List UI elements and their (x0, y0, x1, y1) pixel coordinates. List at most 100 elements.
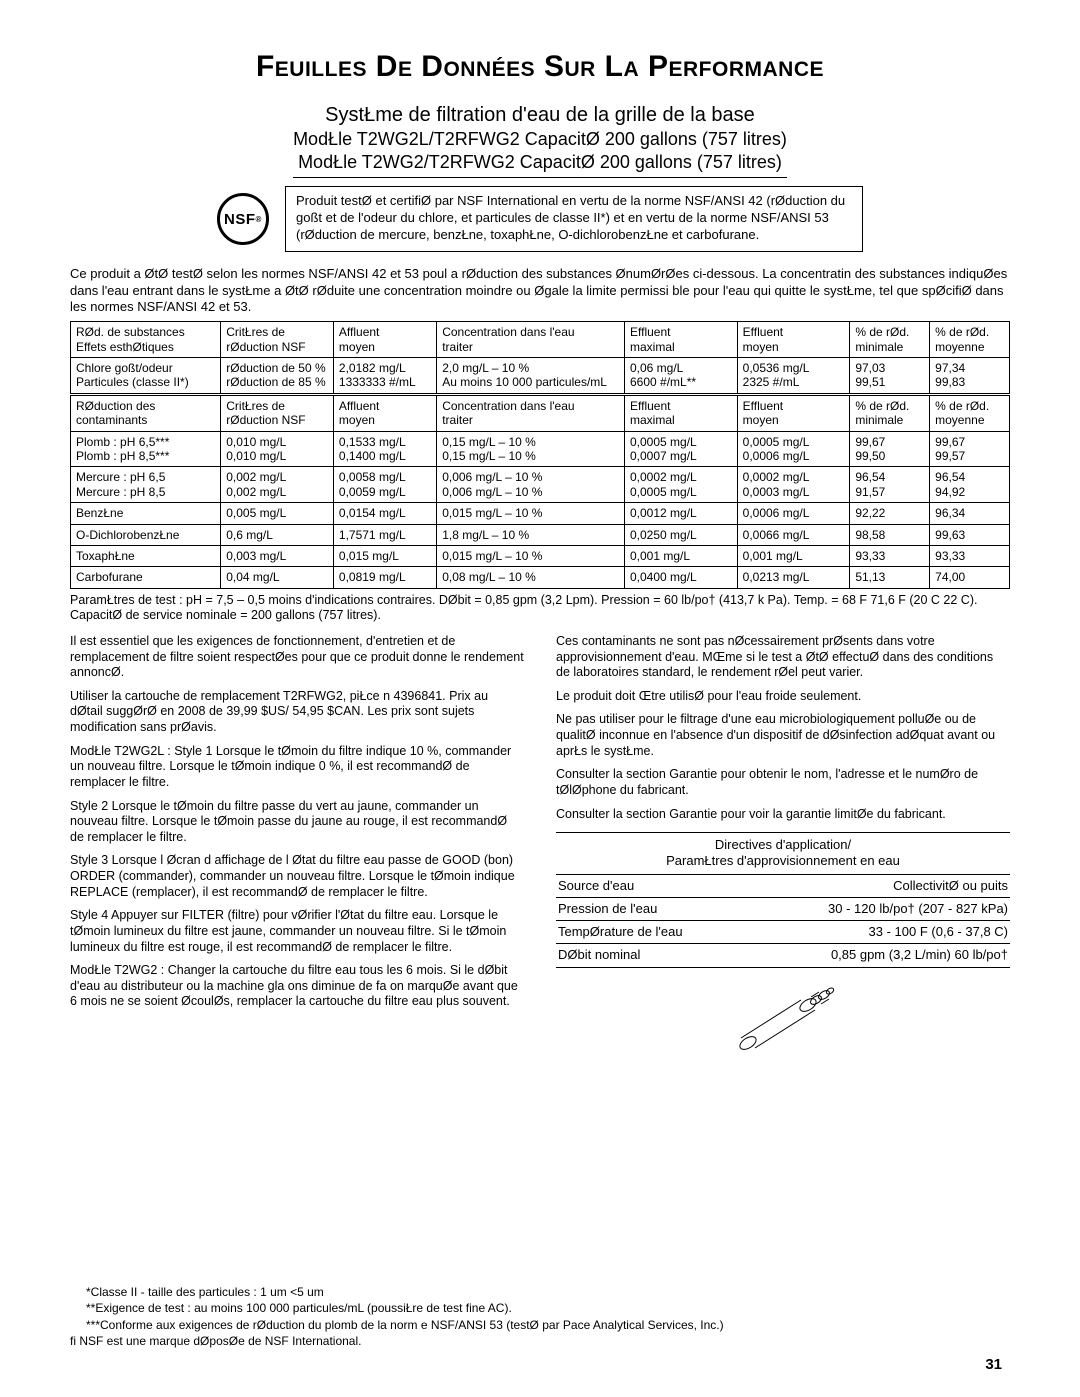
column-header: RØduction des contaminants (71, 395, 221, 431)
left-column: Il est essentiel que les exigences de fo… (70, 634, 524, 1068)
app-cell: CollectivitØ ou puits (743, 875, 1010, 898)
table-cell: 0,0066 mg/L (737, 524, 850, 545)
app-row: TempØrature de l'eau33 - 100 F (0,6 - 37… (556, 921, 1010, 944)
table-cell: 0,15 mg/L – 10 % 0,15 mg/L – 10 % (437, 431, 625, 467)
table-row: O-DichlorobenzŁne0,6 mg/L1,7571 mg/L1,8 … (71, 524, 1010, 545)
table-cell: 0,005 mg/L (221, 503, 334, 524)
table-cell: 0,0400 mg/L (624, 567, 737, 588)
table-cell: 0,0002 mg/L 0,0005 mg/L (624, 467, 737, 503)
table-cell: 0,0012 mg/L (624, 503, 737, 524)
table-cell: 0,0250 mg/L (624, 524, 737, 545)
table-cell: 99,63 (930, 524, 1010, 545)
table-cell: 96,34 (930, 503, 1010, 524)
column-header: % de rØd. moyenne (930, 395, 1010, 431)
table-cell: Mercure : pH 6,5 Mercure : pH 8,5 (71, 467, 221, 503)
column-header: % de rØd. minimale (850, 395, 930, 431)
app-cell: 0,85 gpm (3,2 L/min) 60 lb/po† (743, 944, 1010, 967)
table-cell: 0,06 mg/L 6600 #/mL** (624, 357, 737, 393)
paragraph: Style 4 Appuyer sur FILTER (filtre) pour… (70, 908, 524, 955)
column-header: Affluent moyen (333, 322, 436, 358)
page-number: 31 (985, 1356, 1002, 1373)
table-cell: 0,002 mg/L 0,002 mg/L (221, 467, 334, 503)
table-cell: 99,67 99,57 (930, 431, 1010, 467)
app-row: Source d'eauCollectivitØ ou puits (556, 875, 1010, 898)
table-cell: 0,08 mg/L – 10 % (437, 567, 625, 588)
right-column: Ces contaminants ne sont pas nØcessairem… (556, 634, 1010, 1068)
page-container: Feuilles De Données Sur La Performance S… (0, 0, 1080, 1397)
column-header: Affluent moyen (333, 395, 436, 431)
table-cell: 0,6 mg/L (221, 524, 334, 545)
column-header: Concentration dans l'eau traiter (437, 322, 625, 358)
column-header: Effluent maximal (624, 395, 737, 431)
table-cell: 0,0002 mg/L 0,0003 mg/L (737, 467, 850, 503)
column-header: Effluent moyen (737, 395, 850, 431)
table-cell: 0,015 mg/L – 10 % (437, 503, 625, 524)
table-cell: 99,67 99,50 (850, 431, 930, 467)
table-cell: 0,1533 mg/L 0,1400 mg/L (333, 431, 436, 467)
column-header: CritŁres de rØduction NSF (221, 395, 334, 431)
app-cell: 33 - 100 F (0,6 - 37,8 C) (743, 921, 1010, 944)
table-cell: 96,54 91,57 (850, 467, 930, 503)
table-row: Plomb : pH 6,5*** Plomb : pH 8,5***0,010… (71, 431, 1010, 467)
table-cell: 0,001 mg/L (624, 545, 737, 566)
table-cell: 0,0005 mg/L 0,0006 mg/L (737, 431, 850, 467)
app-cell: Pression de l'eau (556, 897, 743, 920)
certification-text: Produit testØ et certifiØ par NSF Intern… (285, 186, 863, 253)
certification-row: NSF® Produit testØ et certifiØ par NSF I… (70, 186, 1010, 253)
table-cell: rØduction de 50 % rØduction de 85 % (221, 357, 334, 393)
nsf-logo-text: NSF (224, 211, 256, 228)
paragraph: Style 2 Lorsque le tØmoin du filtre pass… (70, 799, 524, 846)
footnote-2: **Exigence de test : au moins 100 000 pa… (94, 1300, 1010, 1316)
table-cell: 0,006 mg/L – 10 % 0,006 mg/L – 10 % (437, 467, 625, 503)
paragraph: Ces contaminants ne sont pas nØcessairem… (556, 634, 1010, 681)
paragraph: ModŁle T2WG2L : Style 1 Lorsque le tØmoi… (70, 744, 524, 791)
table-cell: 0,0005 mg/L 0,0007 mg/L (624, 431, 737, 467)
table-cell: 0,010 mg/L 0,010 mg/L (221, 431, 334, 467)
footnote-3: ***Conforme aux exigences de rØduction d… (94, 1317, 1010, 1333)
table-cell: 0,0154 mg/L (333, 503, 436, 524)
app-cell: TempØrature de l'eau (556, 921, 743, 944)
two-column-section: Il est essentiel que les exigences de fo… (70, 634, 1010, 1068)
table-cell: 2,0182 mg/L 1333333 #/mL (333, 357, 436, 393)
app-cell: 30 - 120 lb/po† (207 - 827 kPa) (743, 897, 1010, 920)
column-header: Effluent maximal (624, 322, 737, 358)
table-cell: 51,13 (850, 567, 930, 588)
intro-paragraph: Ce produit a ØtØ testØ selon les normes … (70, 266, 1010, 315)
column-header: % de rØd. minimale (850, 322, 930, 358)
table-cell: 0,001 mg/L (737, 545, 850, 566)
table-cell: 0,0006 mg/L (737, 503, 850, 524)
table-cell: 0,0213 mg/L (737, 567, 850, 588)
table-cell: 96,54 94,92 (930, 467, 1010, 503)
table-cell: 0,0536 mg/L 2325 #/mL (737, 357, 850, 393)
table-row: Mercure : pH 6,5 Mercure : pH 8,50,002 m… (71, 467, 1010, 503)
subtitle-line-1: SystŁme de filtration d'eau de la grille… (70, 102, 1010, 128)
application-header: Directives d'application/ ParamŁtres d'a… (556, 832, 1010, 875)
paragraph: Utiliser la cartouche de remplacement T2… (70, 689, 524, 736)
app-row: DØbit nominal0,85 gpm (3,2 L/min) 60 lb/… (556, 944, 1010, 967)
column-header: RØd. de substances Effets esthØtiques (71, 322, 221, 358)
app-header-line1: Directives d'application/ ParamŁtres d'a… (666, 837, 900, 868)
table-cell: 0,0058 mg/L 0,0059 mg/L (333, 467, 436, 503)
table-row: Carbofurane0,04 mg/L0,0819 mg/L0,08 mg/L… (71, 567, 1010, 588)
table-cell: 97,34 99,83 (930, 357, 1010, 393)
app-cell: Source d'eau (556, 875, 743, 898)
paragraph: Ne pas utiliser pour le filtrage d'une e… (556, 712, 1010, 759)
filter-cartridge-icon (723, 978, 843, 1068)
column-header: Concentration dans l'eau traiter (437, 395, 625, 431)
footnote-4: fi NSF est une marque dØposØe de NSF Int… (70, 1333, 1010, 1349)
subtitle-block: SystŁme de filtration d'eau de la grille… (70, 102, 1010, 178)
subtitle-line-3: ModŁle T2WG2/T2RFWG2 CapacitØ 200 gallon… (70, 151, 1010, 174)
paragraph: Consulter la section Garantie pour obten… (556, 767, 1010, 798)
table-row: BenzŁne0,005 mg/L0,0154 mg/L0,015 mg/L –… (71, 503, 1010, 524)
table-row: ToxaphŁne0,003 mg/L0,015 mg/L0,015 mg/L … (71, 545, 1010, 566)
table-cell: O-DichlorobenzŁne (71, 524, 221, 545)
test-parameters: ParamŁtres de test : pH = 7,5 – 0,5 moin… (70, 593, 1010, 624)
table-cell: 74,00 (930, 567, 1010, 588)
column-header: CritŁres de rØduction NSF (221, 322, 334, 358)
aesthetic-table: RØd. de substances Effets esthØtiquesCri… (70, 321, 1010, 394)
page-title: Feuilles De Données Sur La Performance (70, 50, 1010, 84)
table-cell: ToxaphŁne (71, 545, 221, 566)
table-cell: 0,015 mg/L – 10 % (437, 545, 625, 566)
column-header: Effluent moyen (737, 322, 850, 358)
app-row: Pression de l'eau30 - 120 lb/po† (207 - … (556, 897, 1010, 920)
